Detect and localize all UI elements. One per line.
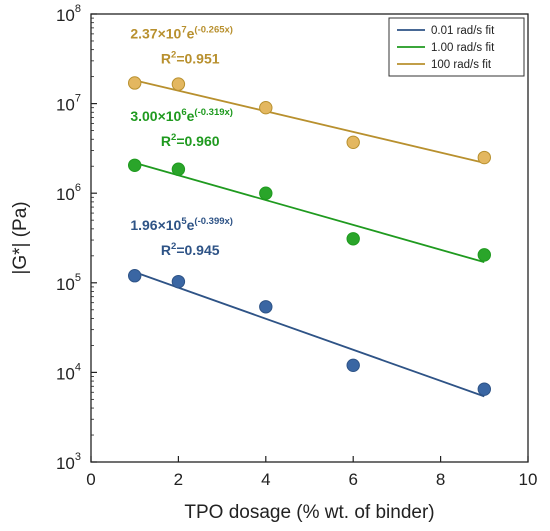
x-tick-label: 4 bbox=[261, 470, 270, 489]
data-point bbox=[128, 76, 142, 90]
fit-coefficient-exponent: 7 bbox=[181, 24, 186, 35]
fit-exponent: (-0.265x) bbox=[194, 24, 233, 35]
y-tick-base: 10 bbox=[56, 185, 75, 204]
fit-e: e bbox=[187, 217, 195, 233]
fit-equation: 3.00×106e(-0.319x) bbox=[130, 107, 233, 124]
y-tick-base: 10 bbox=[56, 454, 75, 473]
data-point bbox=[259, 186, 273, 200]
y-tick-exponent: 6 bbox=[75, 182, 81, 194]
r-squared-value: =0.951 bbox=[176, 50, 219, 66]
data-point bbox=[477, 382, 491, 396]
y-axis-label: |G*| (Pa) bbox=[10, 201, 31, 274]
legend: 0.01 rad/s fit 1.00 rad/s fit 100 rad/s fi… bbox=[388, 17, 525, 77]
y-tick-label: 103 bbox=[56, 451, 81, 473]
fit-annotations: 1.96×105e(-0.399x)R2=0.9453.00×106e(-0.3… bbox=[130, 24, 233, 258]
fit-exponent: (-0.319x) bbox=[194, 107, 233, 118]
fit-e: e bbox=[187, 25, 195, 41]
fit-r-squared: R2=0.951 bbox=[161, 49, 220, 66]
legend-label: 1.00 rad/s fit bbox=[431, 42, 495, 54]
y-tick-exponent: 4 bbox=[75, 361, 81, 373]
y-tick-base: 10 bbox=[56, 96, 75, 115]
data-point bbox=[171, 162, 186, 176]
data-point bbox=[171, 274, 186, 289]
x-tick-label: 0 bbox=[86, 470, 95, 489]
x-tick-label: 6 bbox=[348, 470, 357, 489]
fit-coefficient: 1.96×10 bbox=[130, 217, 181, 233]
fit-e: e bbox=[187, 108, 195, 124]
data-point bbox=[128, 269, 142, 283]
r-squared-exponent: 2 bbox=[171, 241, 176, 252]
r-squared-value: =0.960 bbox=[176, 133, 219, 149]
y-tick-label: 104 bbox=[56, 361, 81, 383]
y-tick-label: 106 bbox=[56, 182, 81, 204]
fit-lines bbox=[134, 79, 485, 398]
fit-exponent: (-0.399x) bbox=[194, 216, 233, 227]
data-point bbox=[346, 358, 360, 373]
r-squared-prefix: R bbox=[161, 50, 171, 66]
data-point bbox=[259, 100, 273, 115]
r-squared-prefix: R bbox=[161, 242, 171, 258]
legend-label: 0.01 rad/s fit bbox=[431, 25, 495, 37]
x-tick-label: 10 bbox=[519, 470, 538, 489]
r-squared-value: =0.945 bbox=[176, 242, 219, 258]
y-tick-base: 10 bbox=[56, 6, 75, 25]
r-squared-exponent: 2 bbox=[171, 49, 176, 60]
r-squared-exponent: 2 bbox=[171, 132, 176, 143]
x-tick-label: 8 bbox=[436, 470, 445, 489]
fit-line bbox=[134, 271, 485, 398]
y-tick-label: 108 bbox=[56, 3, 81, 25]
x-tick-label: 2 bbox=[174, 470, 183, 489]
data-point bbox=[477, 150, 491, 165]
data-point bbox=[346, 232, 360, 246]
fit-equation: 2.37×107e(-0.265x) bbox=[130, 24, 233, 41]
data-point bbox=[128, 158, 142, 172]
fit-line bbox=[134, 161, 485, 264]
legend-label: 100 rad/s fit bbox=[431, 59, 492, 71]
x-axis-label: TPO dosage (% wt. of binder) bbox=[184, 502, 434, 523]
data-point bbox=[259, 300, 273, 314]
fit-r-squared: R2=0.960 bbox=[161, 132, 220, 149]
r-squared-prefix: R bbox=[161, 133, 171, 149]
y-tick-base: 10 bbox=[56, 275, 75, 294]
y-tick-label: 105 bbox=[56, 272, 81, 294]
data-points bbox=[128, 76, 491, 396]
data-point bbox=[477, 248, 491, 262]
fit-equation: 1.96×105e(-0.399x) bbox=[130, 216, 233, 233]
fit-r-squared: R2=0.945 bbox=[161, 241, 220, 258]
fit-line bbox=[134, 79, 485, 164]
plot-frame bbox=[90, 13, 529, 463]
y-tick-base: 10 bbox=[56, 364, 75, 383]
y-tick-exponent: 7 bbox=[75, 93, 81, 105]
fit-coefficient-exponent: 5 bbox=[181, 216, 187, 227]
fit-coefficient: 2.37×10 bbox=[130, 25, 181, 41]
x-axis: 0 2 4 6 8 10 bbox=[86, 456, 537, 489]
y-tick-exponent: 8 bbox=[75, 3, 81, 15]
y-tick-exponent: 3 bbox=[75, 451, 81, 463]
fit-coefficient: 3.00×10 bbox=[130, 108, 181, 124]
data-point bbox=[346, 135, 360, 149]
y-tick-exponent: 5 bbox=[75, 272, 81, 284]
data-point bbox=[171, 77, 186, 91]
fit-coefficient-exponent: 6 bbox=[181, 107, 186, 118]
y-tick-label: 107 bbox=[56, 93, 81, 115]
